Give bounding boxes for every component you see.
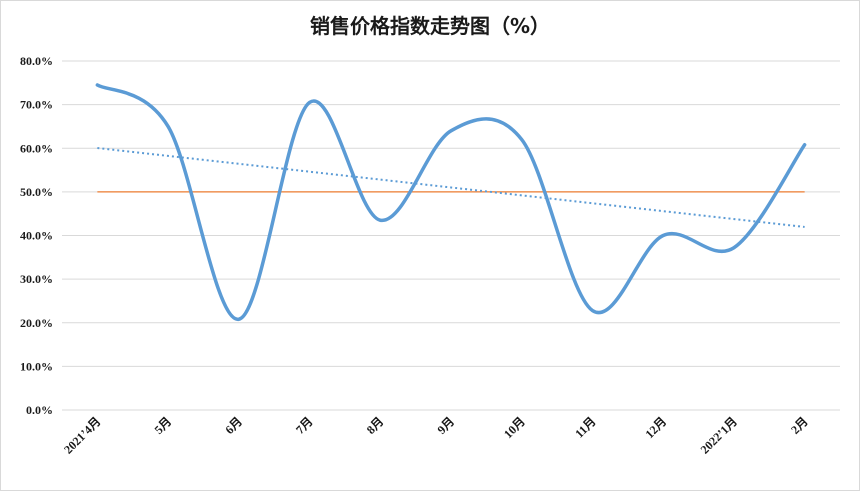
x-tick-label: 2022’1月 [698,414,740,456]
y-tick-label: 50.0% [20,185,53,199]
x-tick-label: 8月 [364,414,387,437]
y-tick-label: 10.0% [20,359,53,373]
x-tick-label: 11月 [572,414,598,440]
series-group [95,83,807,322]
x-tick-label: 6月 [222,414,245,437]
y-tick-label: 40.0% [20,229,53,243]
x-tick-label: 9月 [434,414,457,437]
y-tick-label: 60.0% [20,141,53,155]
x-tick-label: 2021’4月 [61,414,103,456]
series-line [95,83,807,322]
x-tick-label: 10月 [501,414,528,441]
chart-title: 销售价格指数走势图（%） [309,14,551,38]
y-tick-label: 20.0% [20,316,53,330]
trendline [97,147,805,228]
y-tick-label: 80.0% [20,54,53,68]
x-tick-label: 7月 [293,414,316,437]
y-tick-label: 30.0% [20,272,53,286]
x-tick-label: 2月 [788,414,811,437]
y-tick-label: 70.0% [20,98,53,112]
x-tick-label: 5月 [152,414,175,437]
y-tick-label: 0.0% [26,403,53,417]
gridlines [62,60,840,411]
trendline-group [97,147,805,228]
x-tick-label: 12月 [642,414,669,441]
y-axis-ticks: 0.0% 10.0% 20.0% 30.0% 40.0% 50.0% 60.0% 70.0% 8… [20,54,53,417]
x-axis-ticks: 2021’4月 5月 6月 7月 8月 9月 10月 11月 12月 2022’1月 2月 [61,414,811,456]
